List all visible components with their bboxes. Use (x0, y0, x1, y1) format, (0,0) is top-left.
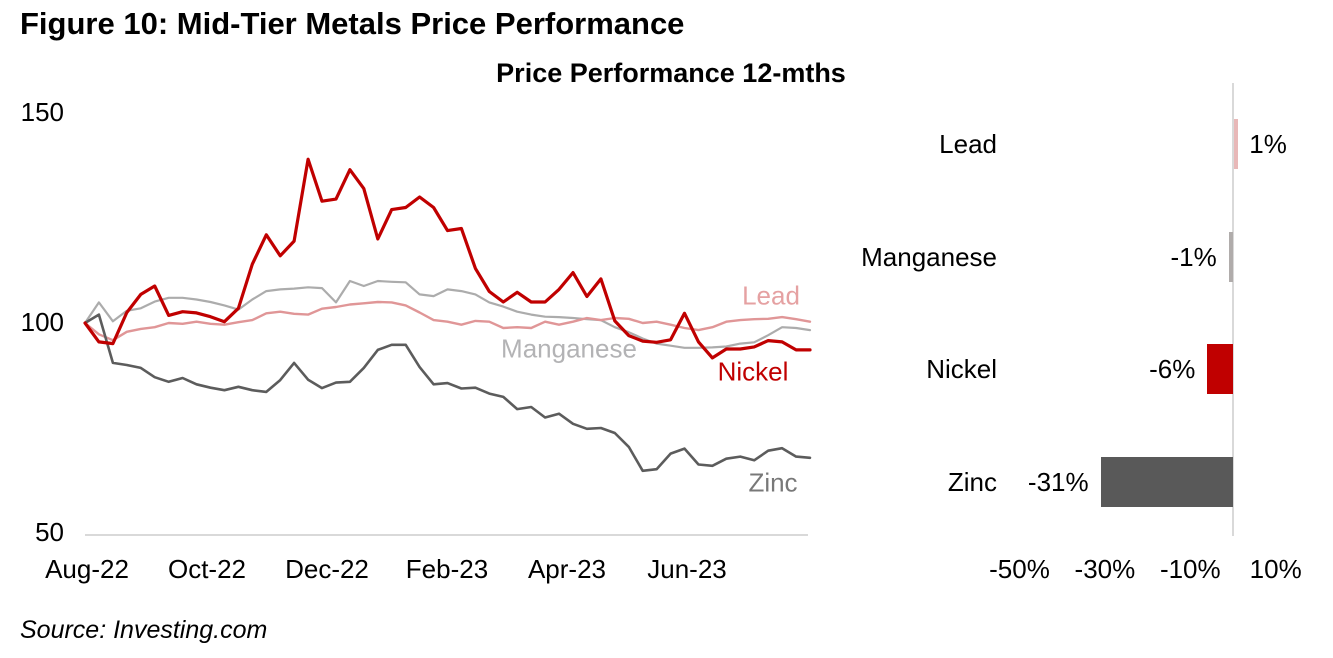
bar-category-zinc: Zinc (947, 466, 997, 497)
x-tick-Aug-22: Aug-22 (45, 554, 129, 584)
x-tick-Dec-22: Dec-22 (285, 554, 369, 584)
series-label-manganese: Manganese (501, 333, 637, 364)
bar-x-tick--30%: -30% (1074, 554, 1136, 584)
series-label-zinc: Zinc (748, 467, 798, 498)
bar-value-lead: 1% (1249, 129, 1287, 159)
line-series-manganese (83, 279, 812, 349)
bar-x-tick--10%: -10% (1159, 554, 1221, 584)
bar-value-zinc: -31% (1027, 466, 1089, 497)
bar-category-lead: Lead (939, 129, 997, 159)
bar-x-tick-10%: 10% (1249, 554, 1302, 584)
bar-value-manganese: -1% (1170, 241, 1217, 272)
bar-value-nickel: -6% (1149, 354, 1196, 384)
bar-category-nickel: Nickel (926, 354, 997, 384)
line-series-lead (83, 300, 812, 342)
x-tick-Oct-22: Oct-22 (167, 554, 247, 584)
line-chart-x-axis-line (85, 534, 808, 536)
bar-zinc (1100, 456, 1233, 507)
line-series-zinc (83, 313, 812, 473)
source-note: Source: Investing.com (20, 616, 268, 644)
y-tick-100: 100 (20, 307, 64, 337)
x-tick-Feb-23: Feb-23 (405, 554, 489, 584)
y-tick-50: 50 (35, 517, 64, 547)
line-chart-title: Price Performance 12-mths (496, 58, 846, 88)
bar-category-manganese: Manganese (861, 241, 997, 272)
figure-title: Figure 10: Mid-Tier Metals Price Perform… (20, 6, 685, 41)
series-label-nickel: Nickel (717, 356, 789, 387)
series-label-lead: Lead (742, 280, 800, 311)
x-tick-Apr-23: Apr-23 (527, 554, 607, 584)
y-tick-150: 150 (20, 97, 64, 127)
bar-nickel (1207, 344, 1233, 394)
bar-manganese (1228, 231, 1233, 282)
bar-x-tick--50%: -50% (989, 554, 1050, 584)
bar-lead (1234, 119, 1239, 169)
x-tick-Jun-23: Jun-23 (647, 554, 727, 584)
bar-chart-axis-line (1232, 83, 1234, 536)
line-series-nickel (83, 157, 812, 360)
